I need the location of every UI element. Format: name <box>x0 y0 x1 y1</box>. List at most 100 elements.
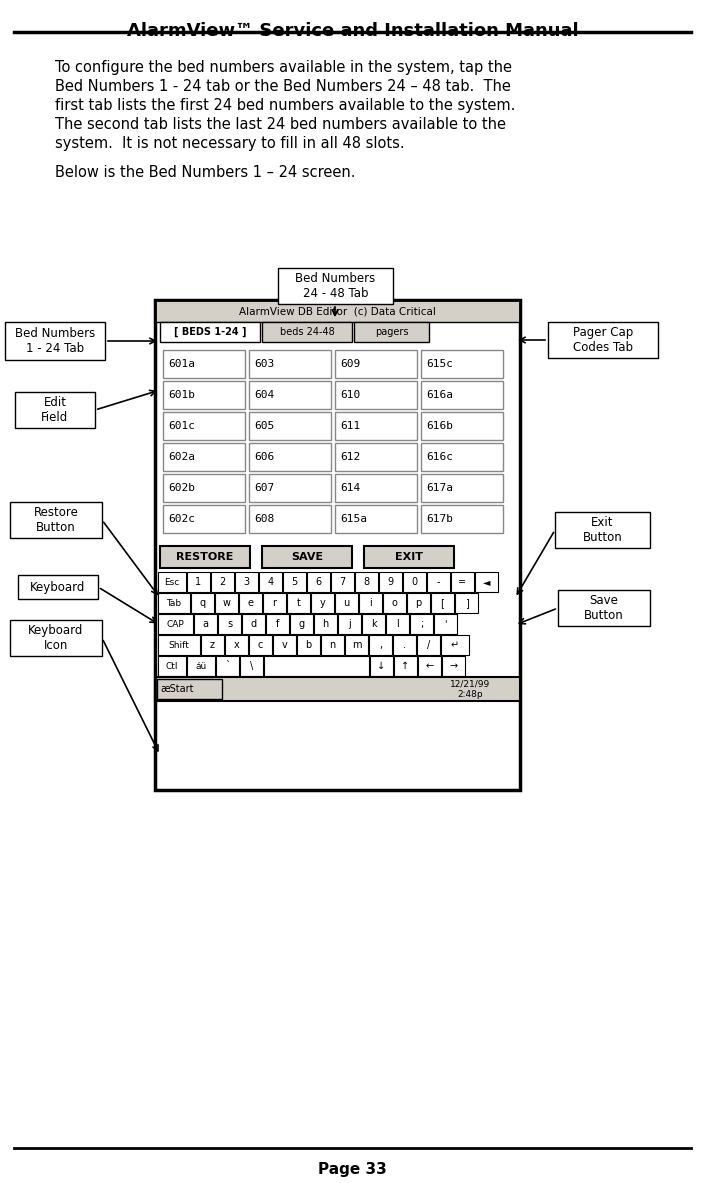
Text: 8: 8 <box>364 577 369 587</box>
Text: o: o <box>391 597 398 608</box>
Bar <box>15 392 95 428</box>
Text: 3: 3 <box>243 577 250 587</box>
Bar <box>225 635 248 655</box>
Text: c: c <box>258 640 263 649</box>
Bar <box>155 677 520 702</box>
Bar <box>421 505 503 534</box>
Text: l: l <box>396 619 399 629</box>
Text: AlarmView DB Editor  (c) Data Critical: AlarmView DB Editor (c) Data Critical <box>239 306 436 316</box>
Bar <box>338 614 361 634</box>
Text: 612: 612 <box>340 452 360 463</box>
Bar <box>335 474 417 502</box>
Bar <box>5 322 105 360</box>
Text: Pager Cap
Codes Tab: Pager Cap Codes Tab <box>573 327 633 354</box>
Bar <box>155 300 520 790</box>
Bar <box>158 573 186 592</box>
Bar <box>421 412 503 440</box>
Bar <box>215 593 238 613</box>
Bar <box>410 614 433 634</box>
Text: 606: 606 <box>254 452 274 463</box>
Text: \: \ <box>250 661 253 671</box>
Bar <box>191 593 214 613</box>
Text: 614: 614 <box>340 483 360 493</box>
Bar <box>354 322 429 342</box>
Text: g: g <box>298 619 305 629</box>
Bar <box>417 635 440 655</box>
Text: b: b <box>305 640 312 649</box>
Bar <box>355 573 378 592</box>
Text: t: t <box>297 597 300 608</box>
Text: [ BEDS 1-24 ]: [ BEDS 1-24 ] <box>173 327 246 337</box>
Bar <box>287 593 310 613</box>
Bar <box>218 614 241 634</box>
Text: ↵: ↵ <box>451 640 459 649</box>
Bar <box>160 547 250 568</box>
Text: Bed Numbers
1 - 24 Tab: Bed Numbers 1 - 24 Tab <box>15 327 95 355</box>
Text: 604: 604 <box>254 390 274 400</box>
Text: 615c: 615c <box>426 358 453 369</box>
Text: æStart: æStart <box>160 684 193 694</box>
Bar <box>335 350 417 379</box>
Bar <box>558 590 650 626</box>
Text: 12/21/99
2:48p: 12/21/99 2:48p <box>450 679 490 699</box>
Bar <box>10 502 102 538</box>
Text: Tab: Tab <box>166 599 182 608</box>
Bar <box>163 350 245 379</box>
Text: ↓: ↓ <box>377 661 386 671</box>
Bar <box>345 635 368 655</box>
Text: system.  It is not necessary to fill in all 48 slots.: system. It is not necessary to fill in a… <box>55 136 405 151</box>
Bar <box>335 505 417 534</box>
Bar <box>407 593 430 613</box>
Text: 0: 0 <box>412 577 417 587</box>
Text: `: ` <box>225 661 230 671</box>
Text: 617b: 617b <box>426 513 453 524</box>
Text: SAVE: SAVE <box>291 552 323 562</box>
Text: 9: 9 <box>388 577 393 587</box>
Text: 602a: 602a <box>168 452 195 463</box>
Text: f: f <box>276 619 279 629</box>
Bar <box>187 657 215 675</box>
Text: d: d <box>250 619 257 629</box>
Text: 609: 609 <box>340 358 360 369</box>
Bar <box>240 657 263 675</box>
Bar <box>163 474 245 502</box>
Bar <box>155 677 520 702</box>
Text: Edit
Field: Edit Field <box>42 396 68 424</box>
Text: 616c: 616c <box>426 452 453 463</box>
Bar <box>369 635 392 655</box>
Text: 5: 5 <box>291 577 298 587</box>
Text: 4: 4 <box>267 577 274 587</box>
Bar <box>418 657 441 675</box>
Text: .: . <box>403 640 406 649</box>
Bar <box>290 614 313 634</box>
Bar <box>10 620 102 657</box>
Bar <box>321 635 344 655</box>
Text: ]: ] <box>465 597 468 608</box>
Bar <box>335 442 417 471</box>
Text: Exit
Button: Exit Button <box>582 516 623 544</box>
Bar <box>163 412 245 440</box>
Bar <box>249 381 331 409</box>
Bar <box>421 474 503 502</box>
Bar <box>441 635 469 655</box>
Bar <box>155 300 520 322</box>
Bar <box>331 573 354 592</box>
Text: 601c: 601c <box>168 421 195 431</box>
Text: 7: 7 <box>339 577 345 587</box>
Bar <box>201 635 224 655</box>
Bar <box>249 635 272 655</box>
Text: beds 24-48: beds 24-48 <box>280 327 334 337</box>
Bar <box>266 614 289 634</box>
Text: áü: áü <box>195 661 207 671</box>
Text: Keyboard: Keyboard <box>30 581 86 594</box>
Text: m: m <box>352 640 361 649</box>
Text: ,: , <box>379 640 382 649</box>
Text: -: - <box>437 577 440 587</box>
Text: 602c: 602c <box>168 513 195 524</box>
Text: 603: 603 <box>254 358 274 369</box>
Text: Esc: Esc <box>164 577 180 587</box>
Bar <box>314 614 337 634</box>
Text: first tab lists the first 24 bed numbers available to the system.: first tab lists the first 24 bed numbers… <box>55 98 515 114</box>
Text: 610: 610 <box>340 390 360 400</box>
Text: 605: 605 <box>254 421 274 431</box>
